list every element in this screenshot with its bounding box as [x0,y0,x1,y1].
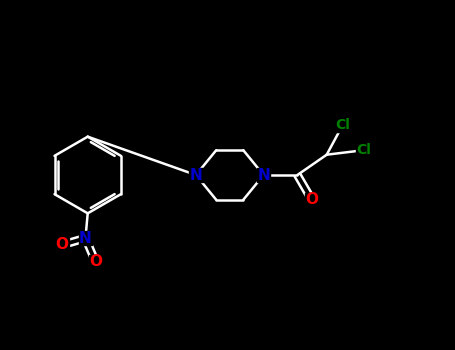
Text: N: N [257,168,270,182]
Bar [305,193,318,206]
Text: O: O [89,254,102,269]
Text: O: O [305,192,318,207]
Text: O: O [56,237,69,252]
Bar [189,168,202,182]
Bar [89,255,102,268]
Text: N: N [79,231,92,246]
Text: N: N [190,168,202,182]
Bar [257,168,270,182]
Text: Cl: Cl [335,118,350,132]
Bar [334,119,350,132]
Bar [79,231,92,245]
Text: Cl: Cl [356,143,371,157]
Bar [356,144,372,157]
Bar [55,238,69,252]
